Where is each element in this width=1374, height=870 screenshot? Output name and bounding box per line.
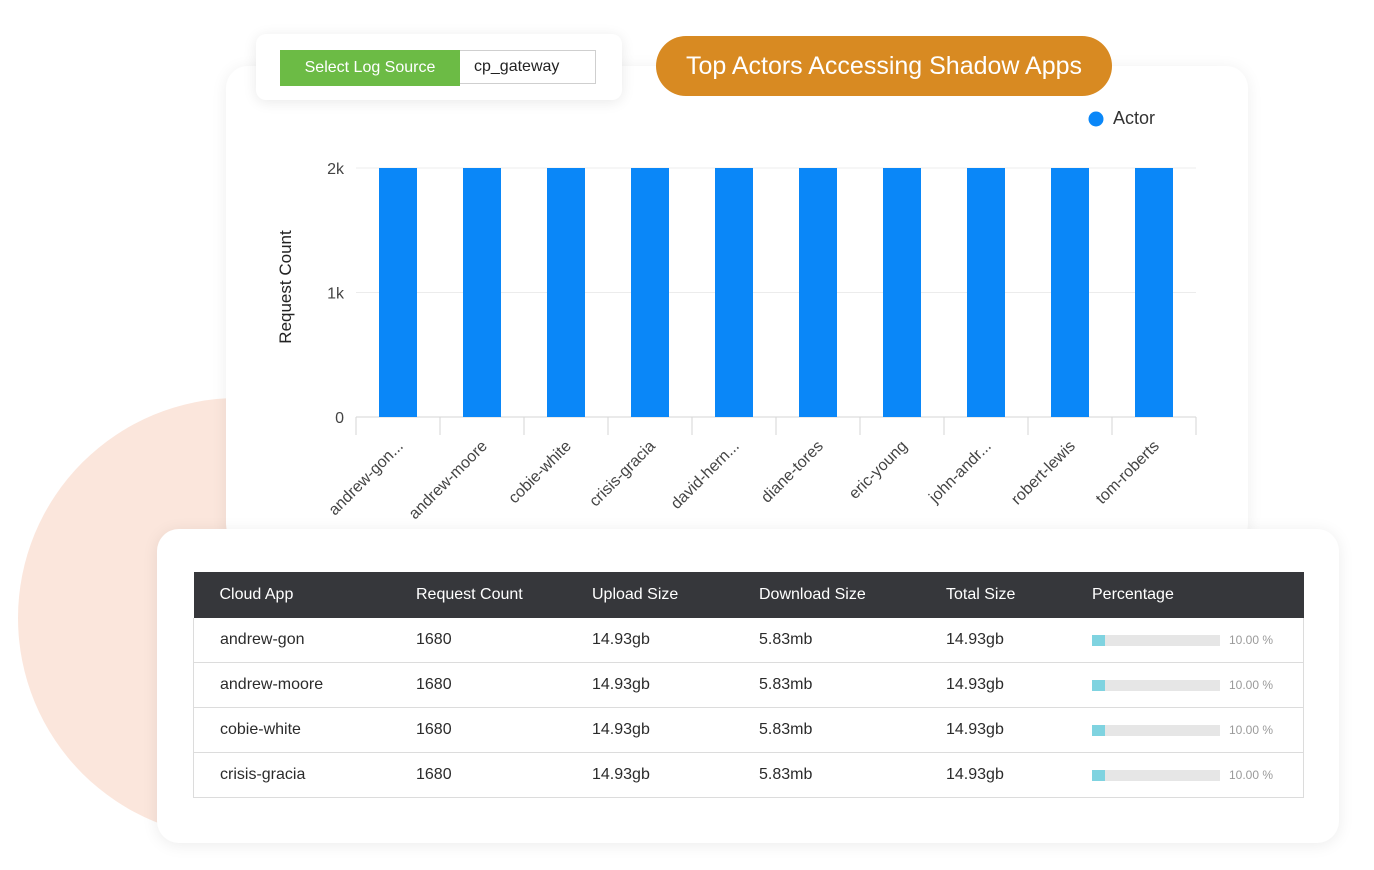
column-header-percentage[interactable]: Percentage — [1066, 572, 1304, 618]
bar-andrew-moore[interactable] — [463, 168, 501, 417]
cell-percentage: 10.00 % — [1066, 752, 1304, 798]
table-row[interactable]: andrew-moore 1680 14.93gb 5.83mb 14.93gb… — [193, 662, 1304, 708]
x-tick-label: eric-young — [846, 438, 911, 503]
table-card: Cloud App Request Count Upload Size Down… — [157, 529, 1339, 843]
cell-download-size: 5.83mb — [733, 662, 920, 708]
y-tick-label: 2k — [327, 161, 345, 178]
column-header-cloud-app[interactable]: Cloud App — [193, 572, 390, 618]
actors-table: Cloud App Request Count Upload Size Down… — [193, 572, 1304, 798]
bar-diane-tores[interactable] — [799, 168, 837, 417]
bar-john-andr[interactable] — [967, 168, 1005, 417]
cell-percentage: 10.00 % — [1066, 662, 1304, 708]
x-tick-label: john-andr... — [925, 438, 994, 507]
cell-request-count: 1680 — [390, 662, 566, 708]
cell-cloud-app: crisis-gracia — [193, 752, 390, 798]
percentage-track — [1092, 634, 1220, 646]
percentage-indicator: 10.00 % — [1092, 633, 1303, 647]
bar-robert-lewis[interactable] — [1051, 168, 1089, 417]
bar-tom-roberts[interactable] — [1135, 168, 1173, 417]
percentage-track — [1092, 679, 1220, 691]
cell-download-size: 5.83mb — [733, 707, 920, 753]
x-tick-label: crisis-gracia — [586, 438, 658, 510]
percentage-indicator: 10.00 % — [1092, 768, 1303, 782]
cell-request-count: 1680 — [390, 618, 566, 663]
percentage-label: 10.00 % — [1229, 723, 1274, 737]
cell-request-count: 1680 — [390, 707, 566, 753]
column-header-total-size[interactable]: Total Size — [920, 572, 1066, 618]
cell-total-size: 14.93gb — [920, 707, 1066, 753]
cell-download-size: 5.83mb — [733, 752, 920, 798]
percentage-label: 10.00 % — [1229, 633, 1274, 647]
x-axis-ticks: andrew-gon... andrew-moore cobie-white cris… — [326, 438, 1163, 523]
cell-cloud-app: andrew-gon — [193, 618, 390, 663]
cell-percentage: 10.00 % — [1066, 707, 1304, 753]
cell-total-size: 14.93gb — [920, 752, 1066, 798]
bar-david-hern[interactable] — [715, 168, 753, 417]
column-header-request-count[interactable]: Request Count — [390, 572, 566, 618]
percentage-label: 10.00 % — [1229, 768, 1274, 782]
cell-upload-size: 14.93gb — [566, 618, 733, 663]
table-row[interactable]: andrew-gon 1680 14.93gb 5.83mb 14.93gb 1… — [193, 618, 1304, 663]
column-header-upload-size[interactable]: Upload Size — [566, 572, 733, 618]
percentage-fill — [1092, 634, 1105, 646]
cell-total-size: 14.93gb — [920, 618, 1066, 663]
legend-label-actor: Actor — [1113, 108, 1155, 128]
x-tick-label: andrew-gon... — [326, 438, 407, 519]
y-axis-ticks: 0 1k 2k — [327, 161, 345, 427]
percentage-track — [1092, 724, 1220, 736]
cell-cloud-app: cobie-white — [193, 707, 390, 753]
cell-upload-size: 14.93gb — [566, 707, 733, 753]
cell-request-count: 1680 — [390, 752, 566, 798]
select-log-source-button[interactable]: Select Log Source — [280, 50, 460, 86]
log-source-value[interactable]: cp_gateway — [460, 50, 596, 84]
chart-title: Top Actors Accessing Shadow Apps — [656, 36, 1112, 96]
chart-legend[interactable]: Actor — [1088, 108, 1156, 128]
cell-cloud-app: andrew-moore — [193, 662, 390, 708]
log-source-selector: Select Log Source cp_gateway — [256, 34, 622, 100]
column-header-download-size[interactable]: Download Size — [733, 572, 920, 618]
x-tick-label: diane-tores — [758, 438, 827, 507]
cell-total-size: 14.93gb — [920, 662, 1066, 708]
percentage-indicator: 10.00 % — [1092, 678, 1303, 692]
table-row[interactable]: cobie-white 1680 14.93gb 5.83mb 14.93gb … — [193, 707, 1304, 753]
cell-upload-size: 14.93gb — [566, 752, 733, 798]
table-row[interactable]: crisis-gracia 1680 14.93gb 5.83mb 14.93g… — [193, 752, 1304, 798]
y-tick-label: 0 — [335, 410, 344, 427]
x-tick-label: robert-lewis — [1008, 438, 1078, 508]
legend-marker-actor — [1088, 111, 1104, 127]
table-header-row: Cloud App Request Count Upload Size Down… — [193, 572, 1304, 618]
cell-upload-size: 14.93gb — [566, 662, 733, 708]
y-tick-label: 1k — [327, 286, 345, 303]
cell-percentage: 10.00 % — [1066, 618, 1304, 663]
chart-bars — [379, 168, 1173, 417]
bar-crisis-gracia[interactable] — [631, 168, 669, 417]
bar-cobie-white[interactable] — [547, 168, 585, 417]
x-tick-label: tom-roberts — [1093, 438, 1163, 508]
cell-download-size: 5.83mb — [733, 618, 920, 663]
percentage-fill — [1092, 769, 1105, 781]
bar-eric-young[interactable] — [883, 168, 921, 417]
x-tick-label: david-hern... — [668, 438, 743, 513]
percentage-fill — [1092, 679, 1105, 691]
y-axis-label: Request Count — [276, 230, 295, 344]
bar-andrew-gon[interactable] — [379, 168, 417, 417]
percentage-fill — [1092, 724, 1105, 736]
percentage-label: 10.00 % — [1229, 678, 1274, 692]
x-tick-label: cobie-white — [506, 438, 575, 507]
percentage-indicator: 10.00 % — [1092, 723, 1303, 737]
x-tick-label: andrew-moore — [406, 438, 491, 523]
percentage-track — [1092, 769, 1220, 781]
